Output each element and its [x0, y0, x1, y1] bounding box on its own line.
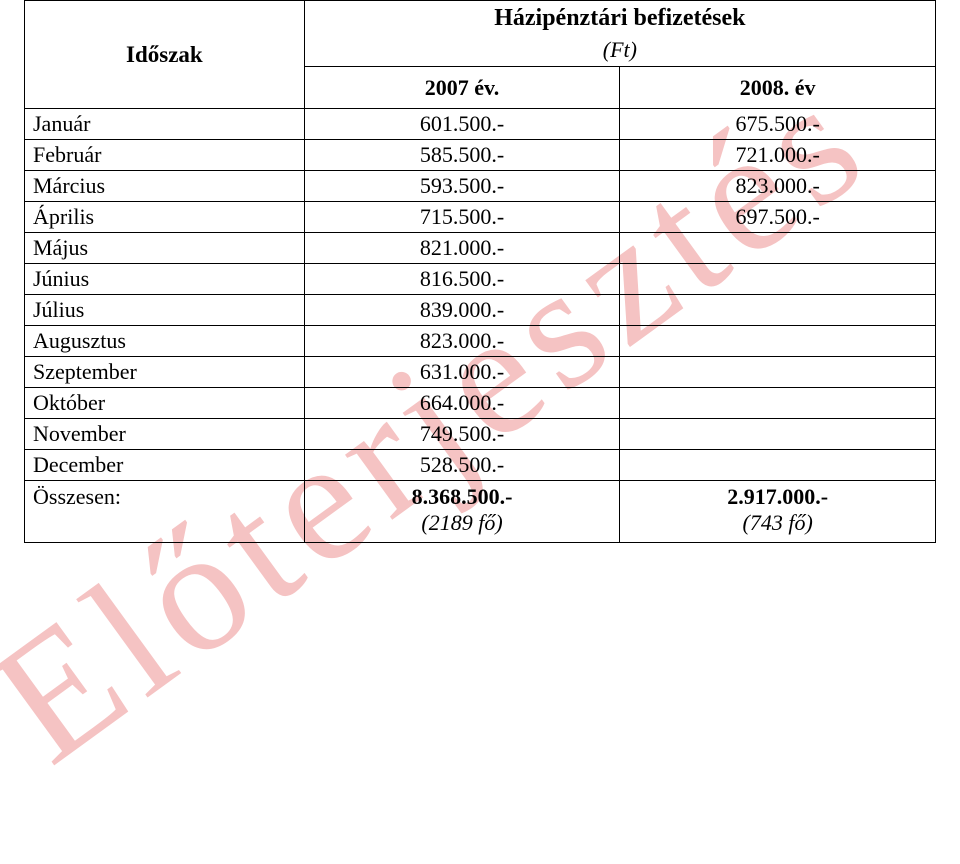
- total-2008: 2.917.000.- (743 fő): [620, 481, 936, 543]
- month-cell: Április: [25, 202, 305, 233]
- value-2007: 631.000.-: [304, 357, 620, 388]
- value-2007: 528.500.-: [304, 450, 620, 481]
- month-cell: December: [25, 450, 305, 481]
- payments-table: Időszak Házipénztári befizetések (Ft) 20…: [24, 0, 936, 543]
- month-cell: Augusztus: [25, 326, 305, 357]
- value-2008: [620, 295, 936, 326]
- month-cell: Szeptember: [25, 357, 305, 388]
- value-2007: 585.500.-: [304, 140, 620, 171]
- table-container: Időszak Házipénztári befizetések (Ft) 20…: [0, 0, 960, 543]
- value-2007: 664.000.-: [304, 388, 620, 419]
- table-title: Házipénztári befizetések: [304, 1, 935, 35]
- table-row: Augusztus 823.000.-: [25, 326, 936, 357]
- value-2008: [620, 388, 936, 419]
- table-row: December 528.500.-: [25, 450, 936, 481]
- month-cell: Május: [25, 233, 305, 264]
- table-row: Október 664.000.-: [25, 388, 936, 419]
- value-2008: 697.500.-: [620, 202, 936, 233]
- month-cell: Június: [25, 264, 305, 295]
- value-2008: [620, 450, 936, 481]
- table-row: Február 585.500.- 721.000.-: [25, 140, 936, 171]
- total-2007-value: 8.368.500.-: [313, 484, 612, 510]
- total-label: Összesen:: [25, 481, 305, 543]
- month-cell: November: [25, 419, 305, 450]
- table-row: Március 593.500.- 823.000.-: [25, 171, 936, 202]
- table-row: Április 715.500.- 697.500.-: [25, 202, 936, 233]
- value-2007: 823.000.-: [304, 326, 620, 357]
- table-row: Szeptember 631.000.-: [25, 357, 936, 388]
- value-2008: [620, 233, 936, 264]
- year2-header: 2008. év: [620, 67, 936, 109]
- month-cell: Január: [25, 109, 305, 140]
- table-row: Május 821.000.-: [25, 233, 936, 264]
- total-2007: 8.368.500.- (2189 fő): [304, 481, 620, 543]
- total-row: Összesen: 8.368.500.- (2189 fő) 2.917.00…: [25, 481, 936, 543]
- total-2007-sub: (2189 fő): [313, 510, 612, 536]
- value-2007: 821.000.-: [304, 233, 620, 264]
- month-cell: Október: [25, 388, 305, 419]
- value-2007: 593.500.-: [304, 171, 620, 202]
- value-2007: 601.500.-: [304, 109, 620, 140]
- value-2008: [620, 419, 936, 450]
- table-row: Június 816.500.-: [25, 264, 936, 295]
- month-cell: Március: [25, 171, 305, 202]
- month-cell: Július: [25, 295, 305, 326]
- value-2007: 749.500.-: [304, 419, 620, 450]
- total-2008-sub: (743 fő): [628, 510, 927, 536]
- table-unit: (Ft): [304, 35, 935, 67]
- period-header: Időszak: [25, 1, 305, 109]
- header-row-1: Időszak Házipénztári befizetések: [25, 1, 936, 35]
- value-2008: 675.500.-: [620, 109, 936, 140]
- value-2007: 816.500.-: [304, 264, 620, 295]
- table-row: Július 839.000.-: [25, 295, 936, 326]
- value-2008: 823.000.-: [620, 171, 936, 202]
- table-row: November 749.500.-: [25, 419, 936, 450]
- value-2007: 715.500.-: [304, 202, 620, 233]
- value-2008: [620, 264, 936, 295]
- value-2008: [620, 326, 936, 357]
- value-2007: 839.000.-: [304, 295, 620, 326]
- value-2008: [620, 357, 936, 388]
- table-row: Január 601.500.- 675.500.-: [25, 109, 936, 140]
- total-2008-value: 2.917.000.-: [628, 484, 927, 510]
- value-2008: 721.000.-: [620, 140, 936, 171]
- year1-header: 2007 év.: [304, 67, 620, 109]
- month-cell: Február: [25, 140, 305, 171]
